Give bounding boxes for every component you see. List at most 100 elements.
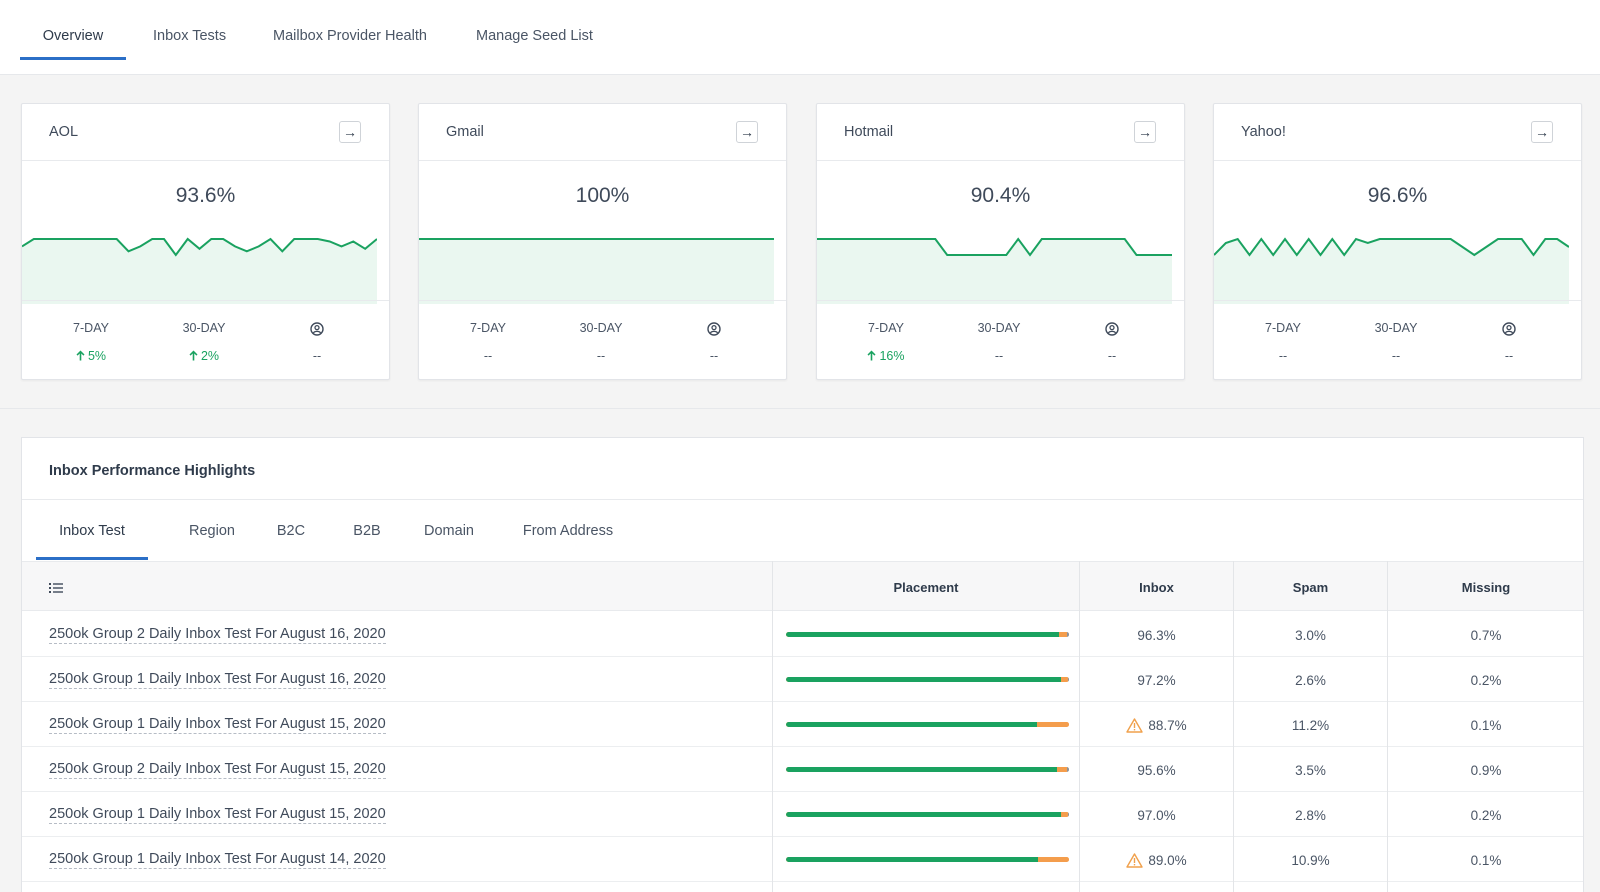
tab-manage-seed-list[interactable]: Manage Seed List bbox=[476, 28, 593, 44]
spam-value: 2.6% bbox=[1295, 673, 1326, 688]
user-circle-icon bbox=[1072, 321, 1152, 336]
label-7-day: 7-DAY bbox=[868, 321, 904, 335]
warning-triangle-icon bbox=[1126, 718, 1148, 733]
tab-overview[interactable]: Overview bbox=[20, 0, 126, 60]
subtab-domain[interactable]: Domain bbox=[424, 523, 474, 539]
inbox-percentage: 90.4% bbox=[970, 184, 1031, 207]
value-seed: -- bbox=[312, 349, 322, 363]
missing-value: 0.7% bbox=[1470, 628, 1502, 643]
provider-card-gmail: Gmail → 100% 7-DAY 30-DAY -- -- -- bbox=[418, 103, 787, 380]
arrow-right-icon[interactable]: → bbox=[1531, 121, 1553, 143]
inbox-test-link[interactable]: 250ok Group 1 Daily Inbox Test For Augus… bbox=[49, 671, 386, 689]
placement-spam-segment bbox=[1037, 722, 1069, 727]
subtab-b2b[interactable]: B2B bbox=[353, 523, 381, 539]
column-divider bbox=[1233, 561, 1234, 892]
provider-card-aol: AOL → 93.6% 7-DAY 30-DAY 5% 2% -- bbox=[21, 103, 390, 380]
subtab-b2c[interactable]: B2C bbox=[276, 523, 306, 539]
user-circle-icon bbox=[277, 321, 357, 336]
subtab-inbox-test[interactable]: Inbox Test bbox=[36, 523, 148, 560]
placement-inbox-segment bbox=[786, 632, 1059, 637]
provider-card-hotmail: Hotmail → 90.4% 7-DAY 30-DAY 16% -- -- bbox=[816, 103, 1185, 380]
trend-sparkline bbox=[817, 237, 1172, 304]
column-inbox[interactable]: Inbox bbox=[1139, 580, 1174, 595]
inbox-test-link[interactable]: 250ok Group 1 Daily Inbox Test For Augus… bbox=[49, 716, 386, 734]
inbox-percentage: 93.6% bbox=[175, 184, 236, 207]
provider-name: Hotmail bbox=[844, 124, 894, 140]
user-circle-icon bbox=[674, 321, 754, 336]
provider-name: Yahoo! bbox=[1241, 124, 1286, 140]
warning-triangle-icon bbox=[1126, 853, 1148, 868]
sparkline-area bbox=[1214, 239, 1569, 304]
sparkline-area bbox=[419, 239, 774, 304]
card-header bbox=[1214, 104, 1581, 161]
column-divider bbox=[772, 561, 773, 892]
value-30-day: -- bbox=[994, 349, 1004, 363]
placement-spam-segment bbox=[1058, 632, 1067, 637]
placement-inbox-segment bbox=[786, 767, 1057, 772]
list-icon[interactable] bbox=[49, 581, 63, 599]
placement-missing-segment bbox=[1066, 767, 1069, 772]
spam-value: 11.2% bbox=[1291, 718, 1330, 733]
spam-value: 2.8% bbox=[1295, 808, 1326, 823]
table-row: 250ok Group 1 Daily Inbox Test For Augus… bbox=[22, 702, 1583, 747]
placement-missing-segment bbox=[1068, 857, 1069, 862]
trend-sparkline bbox=[419, 238, 774, 304]
inbox-test-link[interactable]: 250ok Group 2 Daily Inbox Test For Augus… bbox=[49, 761, 386, 779]
spam-value: 3.0% bbox=[1295, 628, 1326, 643]
arrow-right-icon[interactable]: → bbox=[736, 121, 758, 143]
value-30-day: 2% bbox=[164, 349, 244, 363]
label-30-day: 30-DAY bbox=[579, 321, 623, 335]
provider-card-yahoo: Yahoo! → 96.6% 7-DAY 30-DAY -- -- -- bbox=[1213, 103, 1582, 380]
card-header bbox=[22, 104, 389, 161]
arrow-right-icon[interactable]: → bbox=[1134, 121, 1156, 143]
section-divider bbox=[0, 408, 1600, 409]
inbox-value: 89.0% bbox=[1080, 837, 1233, 882]
placement-missing-segment bbox=[1068, 722, 1069, 727]
arrow-right-icon[interactable]: → bbox=[339, 121, 361, 143]
tab-inbox-tests[interactable]: Inbox Tests bbox=[153, 28, 227, 44]
inbox-performance-panel: Inbox Performance Highlights Inbox Test … bbox=[21, 437, 1584, 892]
card-header bbox=[817, 104, 1184, 161]
missing-value: 0.9% bbox=[1470, 763, 1502, 778]
value-seed: -- bbox=[1107, 349, 1117, 363]
value-7-day: -- bbox=[483, 349, 493, 363]
placement-bar bbox=[786, 767, 1069, 772]
subtab-from-address[interactable]: From Address bbox=[522, 523, 614, 539]
missing-value: 0.2% bbox=[1470, 808, 1502, 823]
label-7-day: 7-DAY bbox=[470, 321, 506, 335]
placement-bar bbox=[786, 722, 1069, 727]
column-spam[interactable]: Spam bbox=[1292, 580, 1329, 595]
value-30-day: -- bbox=[596, 349, 606, 363]
sparkline-area bbox=[817, 239, 1172, 304]
subtab-region[interactable]: Region bbox=[189, 523, 235, 539]
placement-inbox-segment bbox=[786, 812, 1061, 817]
column-missing[interactable]: Missing bbox=[1461, 580, 1511, 595]
trend-sparkline bbox=[22, 237, 377, 304]
placement-spam-segment bbox=[1056, 767, 1067, 772]
label-7-day: 7-DAY bbox=[73, 321, 109, 335]
placement-bar bbox=[786, 632, 1069, 637]
sparkline-line bbox=[22, 237, 377, 257]
label-30-day: 30-DAY bbox=[1374, 321, 1418, 335]
inbox-test-link[interactable]: 250ok Group 2 Daily Inbox Test For Augus… bbox=[49, 626, 386, 644]
placement-spam-segment bbox=[1061, 677, 1069, 682]
missing-value: 0.2% bbox=[1470, 673, 1502, 688]
label-30-day: 30-DAY bbox=[182, 321, 226, 335]
missing-value: 0.1% bbox=[1470, 853, 1502, 868]
inbox-test-link[interactable]: 250ok Group 1 Daily Inbox Test For Augus… bbox=[49, 806, 386, 824]
value-7-day: -- bbox=[1278, 349, 1288, 363]
provider-name: Gmail bbox=[446, 124, 484, 140]
tab-mailbox-provider-health[interactable]: Mailbox Provider Health bbox=[273, 28, 427, 44]
table-row: 250ok Group 1 Daily Inbox Test For Augus… bbox=[22, 792, 1583, 837]
card-divider bbox=[419, 300, 786, 301]
label-30-day: 30-DAY bbox=[977, 321, 1021, 335]
spam-value: 3.5% bbox=[1295, 763, 1326, 778]
column-placement[interactable]: Placement bbox=[893, 580, 959, 595]
inbox-test-link[interactable]: 250ok Group 1 Daily Inbox Test For Augus… bbox=[49, 851, 386, 869]
label-7-day: 7-DAY bbox=[1265, 321, 1301, 335]
table-row: 250ok Group 2 Daily Inbox Test For Augus… bbox=[22, 747, 1583, 792]
value-seed: -- bbox=[709, 349, 719, 363]
sparkline-line bbox=[817, 237, 1172, 257]
sparkline-area bbox=[22, 239, 377, 304]
inbox-value: 88.7% bbox=[1080, 702, 1233, 747]
